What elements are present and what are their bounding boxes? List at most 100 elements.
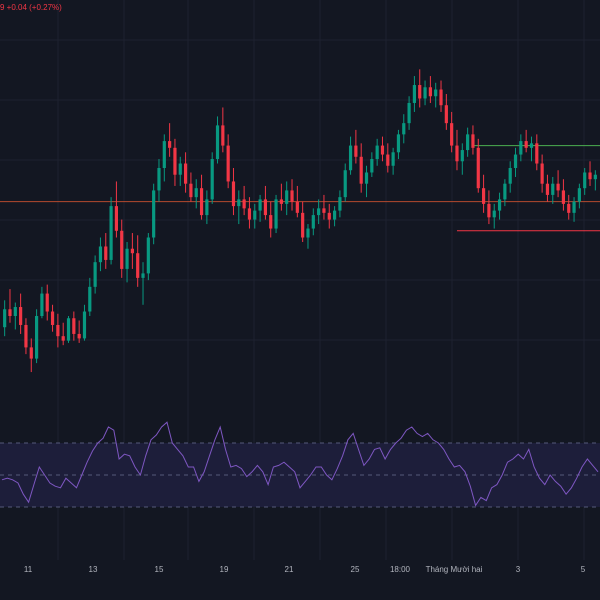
candle-up[interactable]: [258, 199, 262, 211]
candle-up[interactable]: [402, 123, 406, 135]
candle-down[interactable]: [114, 206, 119, 231]
candle-up[interactable]: [529, 143, 534, 148]
candle-up[interactable]: [205, 199, 209, 216]
candle-down[interactable]: [455, 145, 459, 162]
candle-down[interactable]: [418, 85, 422, 99]
candle-down[interactable]: [561, 190, 566, 204]
candle-up[interactable]: [285, 190, 289, 204]
candle-down[interactable]: [567, 203, 571, 213]
candle-down[interactable]: [354, 145, 358, 157]
candle-up[interactable]: [93, 262, 97, 287]
candle-up[interactable]: [162, 141, 166, 168]
candle-up[interactable]: [348, 145, 353, 171]
candle-down[interactable]: [45, 293, 49, 312]
candle-up[interactable]: [375, 145, 379, 160]
candle-up[interactable]: [194, 188, 198, 198]
candle-up[interactable]: [503, 183, 507, 200]
candle-up[interactable]: [40, 293, 44, 316]
candle-down[interactable]: [428, 87, 432, 97]
candle-up[interactable]: [215, 125, 220, 160]
candle-down[interactable]: [226, 145, 230, 182]
candle-down[interactable]: [295, 201, 299, 213]
candle-up[interactable]: [306, 228, 310, 238]
candle-up[interactable]: [98, 246, 103, 263]
candle-down[interactable]: [247, 208, 252, 220]
candle-up[interactable]: [466, 134, 470, 151]
candle-down[interactable]: [588, 172, 592, 180]
candle-up[interactable]: [583, 172, 587, 189]
candle-up[interactable]: [3, 309, 7, 328]
candle-up[interactable]: [370, 159, 374, 173]
candle-up[interactable]: [237, 199, 241, 207]
candle-up[interactable]: [343, 170, 347, 198]
candle-down[interactable]: [524, 141, 528, 148]
candle-down[interactable]: [439, 89, 443, 106]
candle-up[interactable]: [34, 316, 39, 359]
candle-down[interactable]: [290, 190, 294, 202]
candle-up[interactable]: [593, 174, 597, 180]
candle-down[interactable]: [50, 311, 55, 325]
candle-down[interactable]: [476, 147, 480, 189]
candle-up[interactable]: [434, 89, 438, 97]
rsi-line[interactable]: [1, 421, 599, 507]
candle-up[interactable]: [210, 159, 214, 200]
candle-up[interactable]: [82, 311, 87, 339]
candle-up[interactable]: [396, 134, 401, 153]
candle-down[interactable]: [77, 333, 81, 339]
candle-up[interactable]: [412, 85, 417, 103]
candle-down[interactable]: [535, 143, 539, 164]
candle-up[interactable]: [274, 199, 278, 229]
candle-down[interactable]: [104, 246, 108, 260]
candle-down[interactable]: [540, 163, 544, 184]
candle-up[interactable]: [460, 150, 464, 162]
candle-up[interactable]: [152, 190, 156, 238]
candle-down[interactable]: [72, 318, 76, 334]
candle-down[interactable]: [24, 324, 28, 348]
candle-down[interactable]: [183, 163, 188, 184]
candle-down[interactable]: [450, 123, 454, 146]
candle-down[interactable]: [199, 188, 204, 216]
candle-down[interactable]: [301, 212, 305, 238]
candle-up[interactable]: [513, 154, 518, 168]
candle-down[interactable]: [242, 199, 246, 209]
candle-up[interactable]: [519, 141, 523, 155]
candle-up[interactable]: [88, 286, 92, 312]
candle-down[interactable]: [136, 253, 140, 278]
candle-up[interactable]: [407, 102, 411, 124]
candle-down[interactable]: [8, 309, 12, 316]
candle-down[interactable]: [322, 208, 326, 213]
candle-up[interactable]: [572, 201, 576, 213]
candle-up[interactable]: [253, 210, 257, 220]
candle-up[interactable]: [423, 87, 427, 99]
candle-up[interactable]: [141, 273, 145, 278]
candle-up[interactable]: [109, 206, 113, 260]
candle-down[interactable]: [263, 199, 268, 216]
candle-up[interactable]: [577, 188, 581, 202]
candle-up[interactable]: [13, 307, 17, 316]
candle-down[interactable]: [120, 230, 124, 269]
candle-down[interactable]: [444, 105, 448, 124]
candle-down[interactable]: [380, 145, 385, 155]
candle-down[interactable]: [487, 203, 491, 218]
candle-down[interactable]: [471, 134, 475, 148]
candle-down[interactable]: [269, 215, 273, 229]
candle-up[interactable]: [508, 168, 512, 184]
candle-up[interactable]: [146, 237, 150, 274]
candle-up[interactable]: [364, 172, 369, 184]
candle-up[interactable]: [551, 183, 555, 195]
candle-down[interactable]: [327, 212, 331, 220]
candle-up[interactable]: [492, 210, 496, 218]
candle-down[interactable]: [386, 154, 390, 166]
candle-down[interactable]: [556, 183, 560, 191]
candle-down[interactable]: [545, 183, 550, 195]
candle-down[interactable]: [56, 324, 60, 337]
candle-up[interactable]: [66, 318, 71, 341]
candle-down[interactable]: [481, 188, 486, 204]
candle-down[interactable]: [130, 248, 134, 254]
candle-up[interactable]: [391, 152, 395, 166]
candle-up[interactable]: [497, 199, 502, 211]
candle-up[interactable]: [157, 168, 161, 191]
candle-down[interactable]: [29, 347, 33, 359]
candle-up[interactable]: [332, 210, 337, 220]
